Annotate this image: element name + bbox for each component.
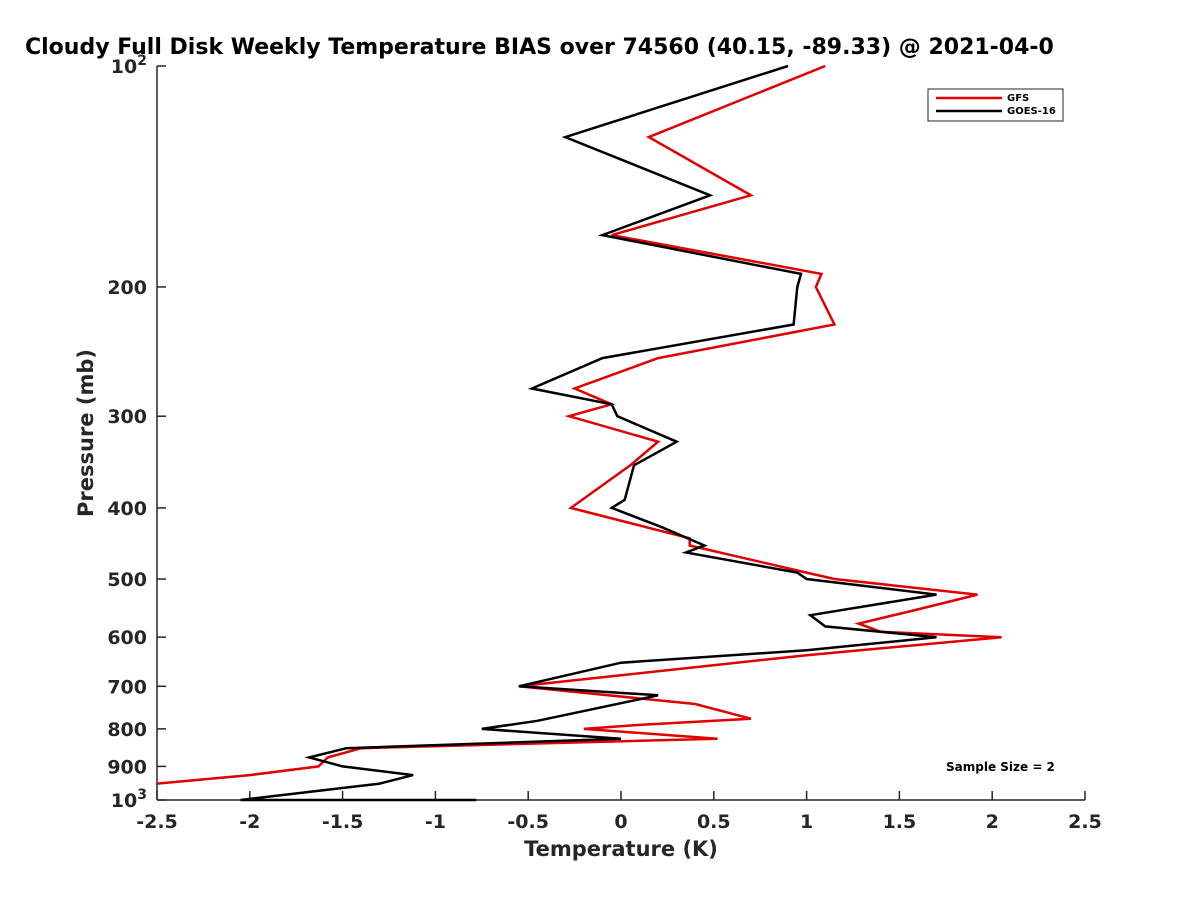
x-axis-label: Temperature (K) [524, 837, 718, 861]
series-line-gfs [156, 64, 1002, 785]
y-tick-label: 800 [107, 719, 147, 741]
x-tick-label: -1 [425, 811, 446, 833]
x-tick-label: 2 [986, 811, 999, 833]
y-tick-base: 10 [111, 790, 137, 812]
x-tick-label: 1.5 [883, 811, 917, 833]
x-tick-label: -2.5 [136, 811, 178, 833]
legend-label-goes16: GOES-16 [1007, 106, 1056, 117]
y-tick-exponent: 2 [137, 53, 147, 69]
legend: GFS GOES-16 [927, 88, 1064, 122]
y-tick-label: 900 [107, 756, 147, 778]
x-tick-label: 0 [614, 811, 627, 833]
x-tick-label: -0.5 [507, 811, 549, 833]
y-tick-exponent: 3 [137, 787, 147, 803]
y-tick-label: 103 [111, 787, 147, 812]
legend-box [927, 88, 1064, 122]
y-tick-label: 200 [107, 277, 147, 299]
y-tick-label: 700 [107, 676, 147, 698]
series-line-goes16 [240, 64, 937, 802]
x-tick-label: 2.5 [1068, 811, 1102, 833]
y-tick-label: 600 [107, 627, 147, 649]
y-tick-label: 400 [107, 498, 147, 520]
y-tick-label: 500 [107, 569, 147, 591]
y-axis-label: Pressure (mb) [74, 349, 98, 517]
series-layer [156, 64, 1002, 802]
y-tick-label: 102 [111, 53, 147, 78]
x-tick-label: 1 [800, 811, 813, 833]
sample-size-annotation: Sample Size = 2 [946, 760, 1055, 774]
x-tick-label: -2 [239, 811, 260, 833]
x-axis-ticks: -2.5 -2 -1.5 -1 -0.5 0 0.5 1 1.5 2 2.5 [136, 791, 1102, 833]
x-tick-label: 0.5 [697, 811, 731, 833]
x-tick-label: -1.5 [322, 811, 364, 833]
y-tick-base: 10 [111, 56, 137, 78]
y-tick-label: 300 [107, 406, 147, 428]
legend-label-gfs: GFS [1007, 93, 1029, 104]
chart-title: Cloudy Full Disk Weekly Temperature BIAS… [25, 35, 1054, 60]
